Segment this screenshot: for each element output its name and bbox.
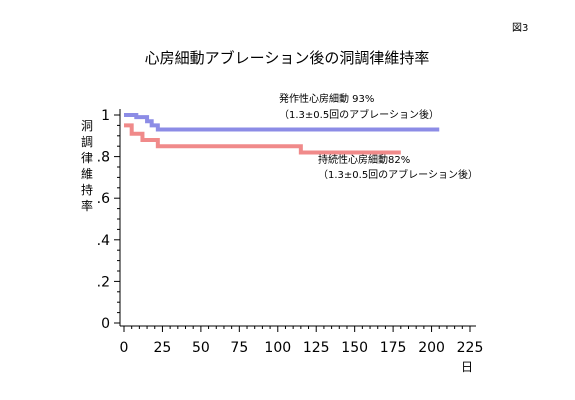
x-tick-label: 125 (303, 340, 330, 356)
y-axis-label-char: 維 (81, 167, 93, 181)
series-annotation-paroxysmal: （1.3±0.5回のアブレーション後） (279, 108, 439, 121)
y-axis-label: 洞調律維持率 (81, 119, 93, 213)
x-tick-label: 225 (457, 340, 484, 356)
x-tick-label: 175 (380, 340, 407, 356)
x-ticks: 0 25 50 75 100 125 150 175 200 225 (120, 326, 484, 356)
figure-label: 図3 (512, 22, 528, 34)
x-tick-label: 100 (264, 340, 291, 356)
y-axis-label-char: 率 (81, 198, 93, 213)
x-tick-label: 50 (192, 340, 210, 356)
y-axis-label-char: 洞 (81, 119, 93, 133)
x-tick-label: 200 (418, 340, 445, 356)
y-tick-label: .6 (97, 191, 110, 207)
chart-title: 心房細動アブレーション後の洞調律維持率 (145, 49, 430, 67)
y-ticks: 0 .2 .4 .6 .8 1 (97, 108, 120, 332)
series-label-paroxysmal: 発作性心房細動 93% (279, 92, 374, 105)
y-tick-label: 1 (101, 108, 110, 124)
series-label-persistent: 持続性心房細動82% (318, 153, 410, 166)
series-lines (124, 113, 440, 155)
x-axis-label: 日 (461, 360, 473, 374)
y-axis-label-char: 律 (81, 151, 93, 165)
x-tick-label: 25 (154, 340, 172, 356)
series-line-persistent (124, 123, 401, 155)
x-tick-label: 75 (230, 340, 248, 356)
y-tick-label: .4 (97, 233, 110, 249)
y-axis-label-char: 持 (81, 182, 93, 197)
y-tick-label: .2 (97, 274, 110, 290)
y-tick-label: .8 (97, 150, 110, 166)
series-annotation-persistent: （1.3±0.5回のアブレーション後） (318, 168, 478, 181)
series-line-paroxysmal (124, 113, 440, 132)
y-axis-label-char: 調 (81, 135, 93, 149)
y-tick-label: 0 (101, 316, 110, 332)
x-tick-label: 0 (120, 340, 129, 356)
x-tick-label: 150 (341, 340, 368, 356)
